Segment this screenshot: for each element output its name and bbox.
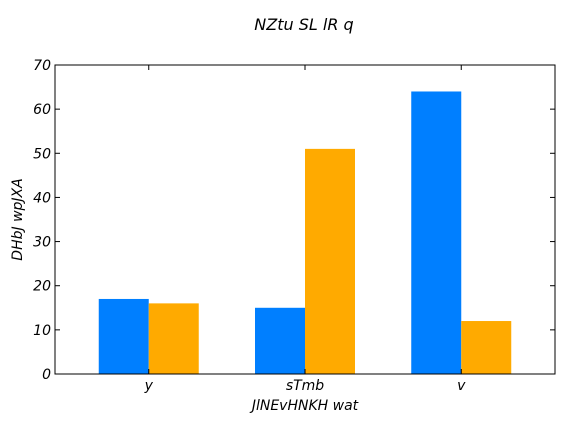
x-tick-label-sTmb: sTmb bbox=[286, 378, 324, 394]
y-tick-label: 40 bbox=[33, 190, 51, 206]
bar-series-1-sTmb bbox=[255, 307, 305, 374]
x-tick-label-v: v bbox=[457, 378, 466, 394]
x-tick-label-y: y bbox=[144, 378, 154, 394]
y-tick-label: 70 bbox=[33, 58, 51, 74]
bar-series-1-y bbox=[98, 298, 149, 374]
bar-series-1-v bbox=[411, 91, 462, 374]
bars-layer bbox=[98, 91, 512, 374]
bar-series-2-v bbox=[461, 321, 512, 374]
chart-title: NZtu SL lR q bbox=[254, 15, 353, 34]
y-tick-label: 0 bbox=[42, 367, 51, 383]
y-tick-label: 50 bbox=[33, 146, 51, 162]
y-tick-label: 10 bbox=[33, 323, 51, 339]
y-axis-label: DHbJ wpJXA bbox=[10, 178, 26, 260]
x-axis-label: JlNEvHNKH wat bbox=[249, 398, 359, 414]
y-tick-label: 20 bbox=[33, 279, 51, 295]
y-tick-label: 60 bbox=[33, 102, 51, 118]
y-tick-label: 30 bbox=[33, 235, 51, 251]
bar-series-2-sTmb bbox=[305, 148, 355, 374]
ticks-layer: 0 10 20 30 40 50 60 70 y sTmb v bbox=[33, 58, 555, 394]
bar-series-2-y bbox=[148, 303, 199, 374]
plot-area-frame bbox=[54, 64, 556, 375]
